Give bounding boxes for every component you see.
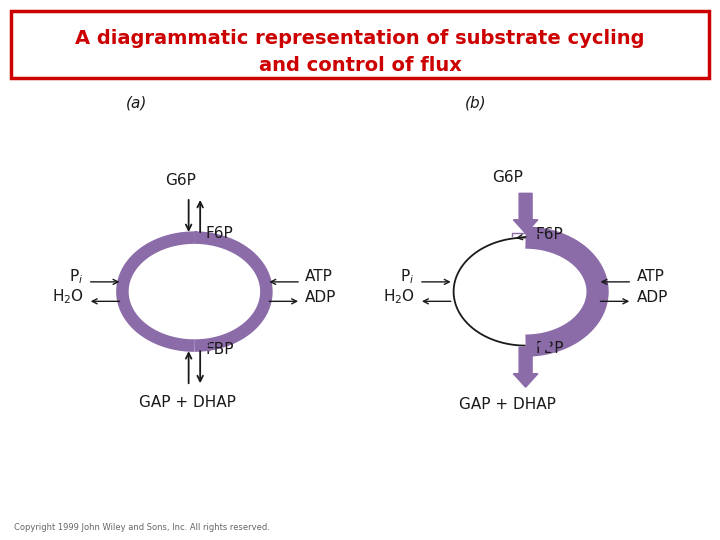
Text: F6P: F6P xyxy=(206,226,234,241)
Text: H$_2$O: H$_2$O xyxy=(383,288,415,306)
Text: ATP: ATP xyxy=(305,269,333,284)
Text: A diagrammatic representation of substrate cycling: A diagrammatic representation of substra… xyxy=(76,29,644,49)
Text: P$_i$: P$_i$ xyxy=(69,267,84,286)
Text: G6P: G6P xyxy=(492,170,523,185)
Text: Copyright 1999 John Wiley and Sons, Inc. All rights reserved.: Copyright 1999 John Wiley and Sons, Inc.… xyxy=(14,523,270,532)
Text: ATP: ATP xyxy=(636,269,665,284)
Text: P$_i$: P$_i$ xyxy=(400,267,415,286)
FancyBboxPatch shape xyxy=(11,11,709,78)
Text: F6P: F6P xyxy=(536,227,564,242)
FancyArrow shape xyxy=(513,193,538,233)
Text: H$_2$O: H$_2$O xyxy=(52,288,84,306)
Text: (b): (b) xyxy=(464,95,486,110)
Text: FBP: FBP xyxy=(536,341,564,356)
Text: FBP: FBP xyxy=(206,342,235,357)
Text: (a): (a) xyxy=(126,95,148,110)
FancyArrow shape xyxy=(513,347,538,387)
Text: and control of flux: and control of flux xyxy=(258,56,462,76)
Text: G6P: G6P xyxy=(166,173,197,188)
Text: ADP: ADP xyxy=(636,289,668,305)
Text: GAP + DHAP: GAP + DHAP xyxy=(139,395,235,410)
Text: GAP + DHAP: GAP + DHAP xyxy=(459,397,556,412)
Text: ADP: ADP xyxy=(305,289,337,305)
